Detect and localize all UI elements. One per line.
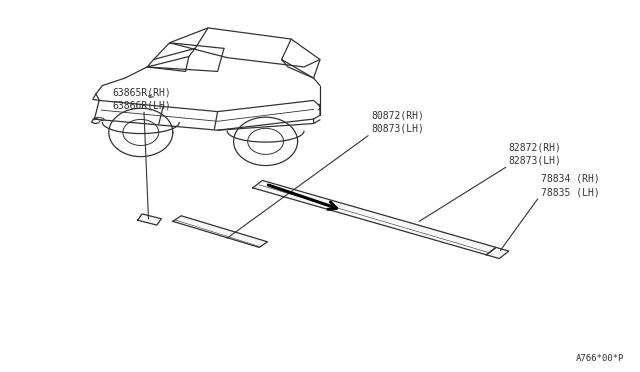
Polygon shape bbox=[253, 180, 496, 255]
Text: 80872(RH)
80873(LH): 80872(RH) 80873(LH) bbox=[371, 111, 424, 134]
Text: 78834 (RH)
78835 (LH): 78834 (RH) 78835 (LH) bbox=[541, 174, 600, 197]
Text: 82872(RH)
82873(LH): 82872(RH) 82873(LH) bbox=[509, 142, 562, 166]
Polygon shape bbox=[486, 247, 509, 259]
Text: A766*00*P: A766*00*P bbox=[575, 354, 624, 363]
Text: 63865R(RH)
63866R(LH): 63865R(RH) 63866R(LH) bbox=[112, 88, 171, 111]
Polygon shape bbox=[173, 216, 268, 247]
Polygon shape bbox=[138, 214, 161, 225]
